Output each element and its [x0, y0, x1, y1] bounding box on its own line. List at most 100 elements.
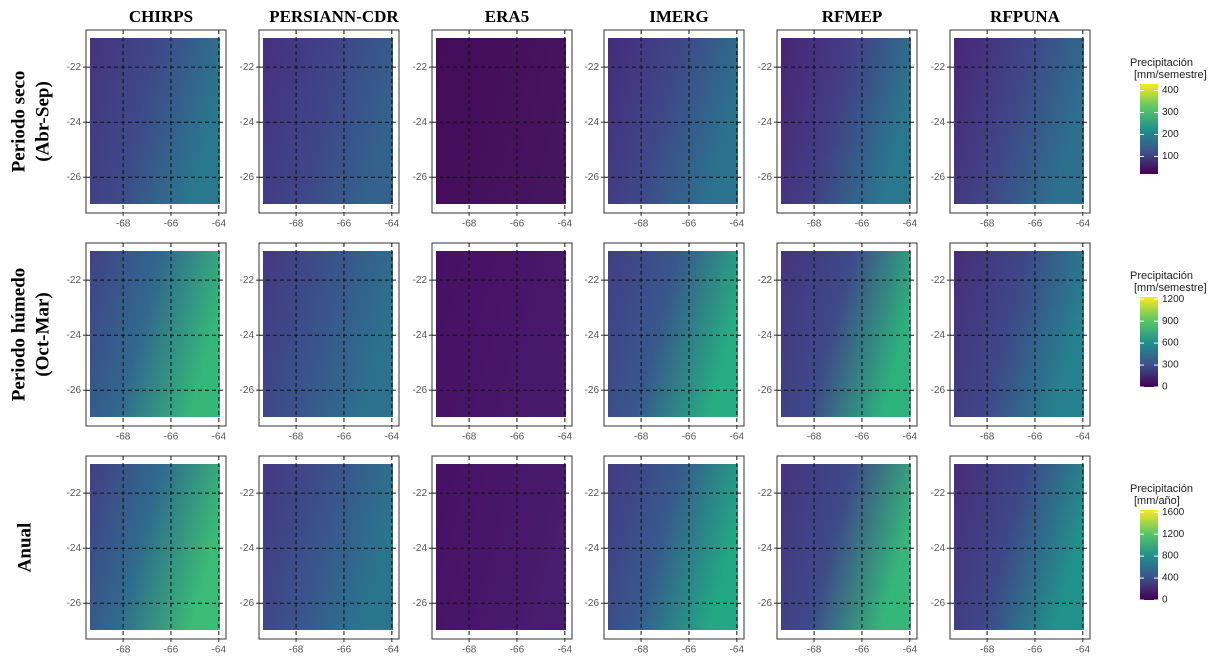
raster — [90, 464, 220, 630]
y-tick-label: -24 — [758, 543, 773, 554]
y-tick-label: -24 — [585, 117, 600, 128]
legend-title: [mm/semestre] — [1134, 282, 1207, 294]
y-tick-label: -24 — [931, 117, 946, 128]
x-tick-label: -64 — [1076, 432, 1091, 443]
legend-tick-label: 0 — [1162, 595, 1168, 606]
y-tick-label: -26 — [758, 385, 773, 396]
x-tick-label: -66 — [682, 432, 697, 443]
row-label: (Abr-Sep) — [32, 81, 53, 162]
x-tick-label: -68 — [980, 432, 995, 443]
x-tick-label: -68 — [289, 645, 304, 656]
y-tick-label: -26 — [240, 598, 255, 609]
x-tick-label: -66 — [855, 219, 870, 230]
x-tick-label: -64 — [1076, 219, 1091, 230]
raster — [608, 38, 738, 204]
raster — [608, 464, 738, 630]
y-tick-label: -22 — [413, 275, 428, 286]
x-tick-label: -66 — [510, 645, 525, 656]
y-tick-label: -26 — [413, 598, 428, 609]
y-tick-label: -24 — [67, 117, 82, 128]
legend-tick-label: 600 — [1162, 338, 1179, 349]
y-tick-label: -26 — [413, 385, 428, 396]
x-tick-label: -68 — [807, 219, 822, 230]
legend-title: [mm/semestre] — [1134, 69, 1207, 81]
y-tick-label: -22 — [413, 62, 428, 73]
y-tick-label: -22 — [758, 275, 773, 286]
legend-title: Precipitación — [1130, 270, 1193, 282]
x-tick-label: -64 — [558, 645, 573, 656]
x-tick-label: -66 — [855, 645, 870, 656]
y-tick-label: -24 — [67, 330, 82, 341]
x-tick-label: -66 — [164, 645, 179, 656]
y-tick-label: -22 — [67, 488, 82, 499]
y-tick-label: -22 — [931, 275, 946, 286]
raster — [436, 38, 566, 204]
legend-tick-label: 400 — [1162, 573, 1179, 584]
legend-tick-label: 300 — [1162, 360, 1179, 371]
x-tick-label: -64 — [212, 219, 227, 230]
column-title: PERSIANN-CDR — [269, 7, 399, 26]
x-tick-label: -66 — [510, 432, 525, 443]
x-tick-label: -64 — [212, 645, 227, 656]
x-tick-label: -68 — [807, 645, 822, 656]
x-tick-label: -68 — [116, 645, 131, 656]
x-tick-label: -64 — [903, 645, 918, 656]
raster — [263, 38, 393, 204]
y-tick-label: -24 — [67, 543, 82, 554]
raster — [90, 251, 220, 417]
x-tick-label: -64 — [558, 219, 573, 230]
x-tick-label: -68 — [116, 219, 131, 230]
y-tick-label: -24 — [931, 543, 946, 554]
raster — [90, 38, 220, 204]
raster — [954, 38, 1084, 204]
y-tick-label: -22 — [240, 62, 255, 73]
x-tick-label: -66 — [1028, 645, 1043, 656]
x-tick-label: -64 — [212, 432, 227, 443]
y-tick-label: -26 — [240, 172, 255, 183]
y-tick-label: -24 — [931, 330, 946, 341]
x-tick-label: -64 — [903, 219, 918, 230]
legend-tick-label: 400 — [1162, 85, 1179, 96]
y-tick-label: -26 — [931, 598, 946, 609]
x-tick-label: -68 — [289, 219, 304, 230]
x-tick-label: -64 — [730, 645, 745, 656]
legend-title: Precipitación — [1130, 483, 1193, 495]
x-tick-label: -64 — [1076, 645, 1091, 656]
raster — [954, 251, 1084, 417]
y-tick-label: -22 — [413, 488, 428, 499]
row-label: Anual — [14, 523, 35, 573]
y-tick-label: -26 — [67, 598, 82, 609]
raster — [954, 464, 1084, 630]
x-tick-label: -68 — [634, 432, 649, 443]
legend-title: Precipitación — [1130, 57, 1193, 69]
y-tick-label: -22 — [67, 62, 82, 73]
y-tick-label: -24 — [413, 543, 428, 554]
legend-title: [mm/año] — [1134, 495, 1180, 507]
x-tick-label: -66 — [1028, 432, 1043, 443]
x-tick-label: -68 — [462, 219, 477, 230]
x-tick-label: -68 — [116, 432, 131, 443]
x-tick-label: -66 — [1028, 219, 1043, 230]
column-title: ERA5 — [485, 7, 529, 26]
column-title: RFMEP — [822, 7, 882, 26]
x-tick-label: -64 — [730, 219, 745, 230]
legend-tick-label: 1200 — [1162, 529, 1185, 540]
x-tick-label: -64 — [385, 432, 400, 443]
x-tick-label: -66 — [337, 432, 352, 443]
y-tick-label: -26 — [67, 385, 82, 396]
x-tick-label: -68 — [462, 432, 477, 443]
x-tick-label: -64 — [903, 432, 918, 443]
y-tick-label: -24 — [413, 330, 428, 341]
x-tick-label: -66 — [510, 219, 525, 230]
y-tick-label: -22 — [758, 62, 773, 73]
y-tick-label: -26 — [931, 385, 946, 396]
x-tick-label: -66 — [337, 219, 352, 230]
y-tick-label: -22 — [931, 488, 946, 499]
y-tick-label: -22 — [240, 275, 255, 286]
row-label: (Oct-Mar) — [32, 292, 53, 376]
x-tick-label: -66 — [164, 219, 179, 230]
x-tick-label: -66 — [337, 645, 352, 656]
raster — [781, 38, 911, 204]
x-tick-label: -68 — [634, 645, 649, 656]
x-tick-label: -68 — [980, 645, 995, 656]
